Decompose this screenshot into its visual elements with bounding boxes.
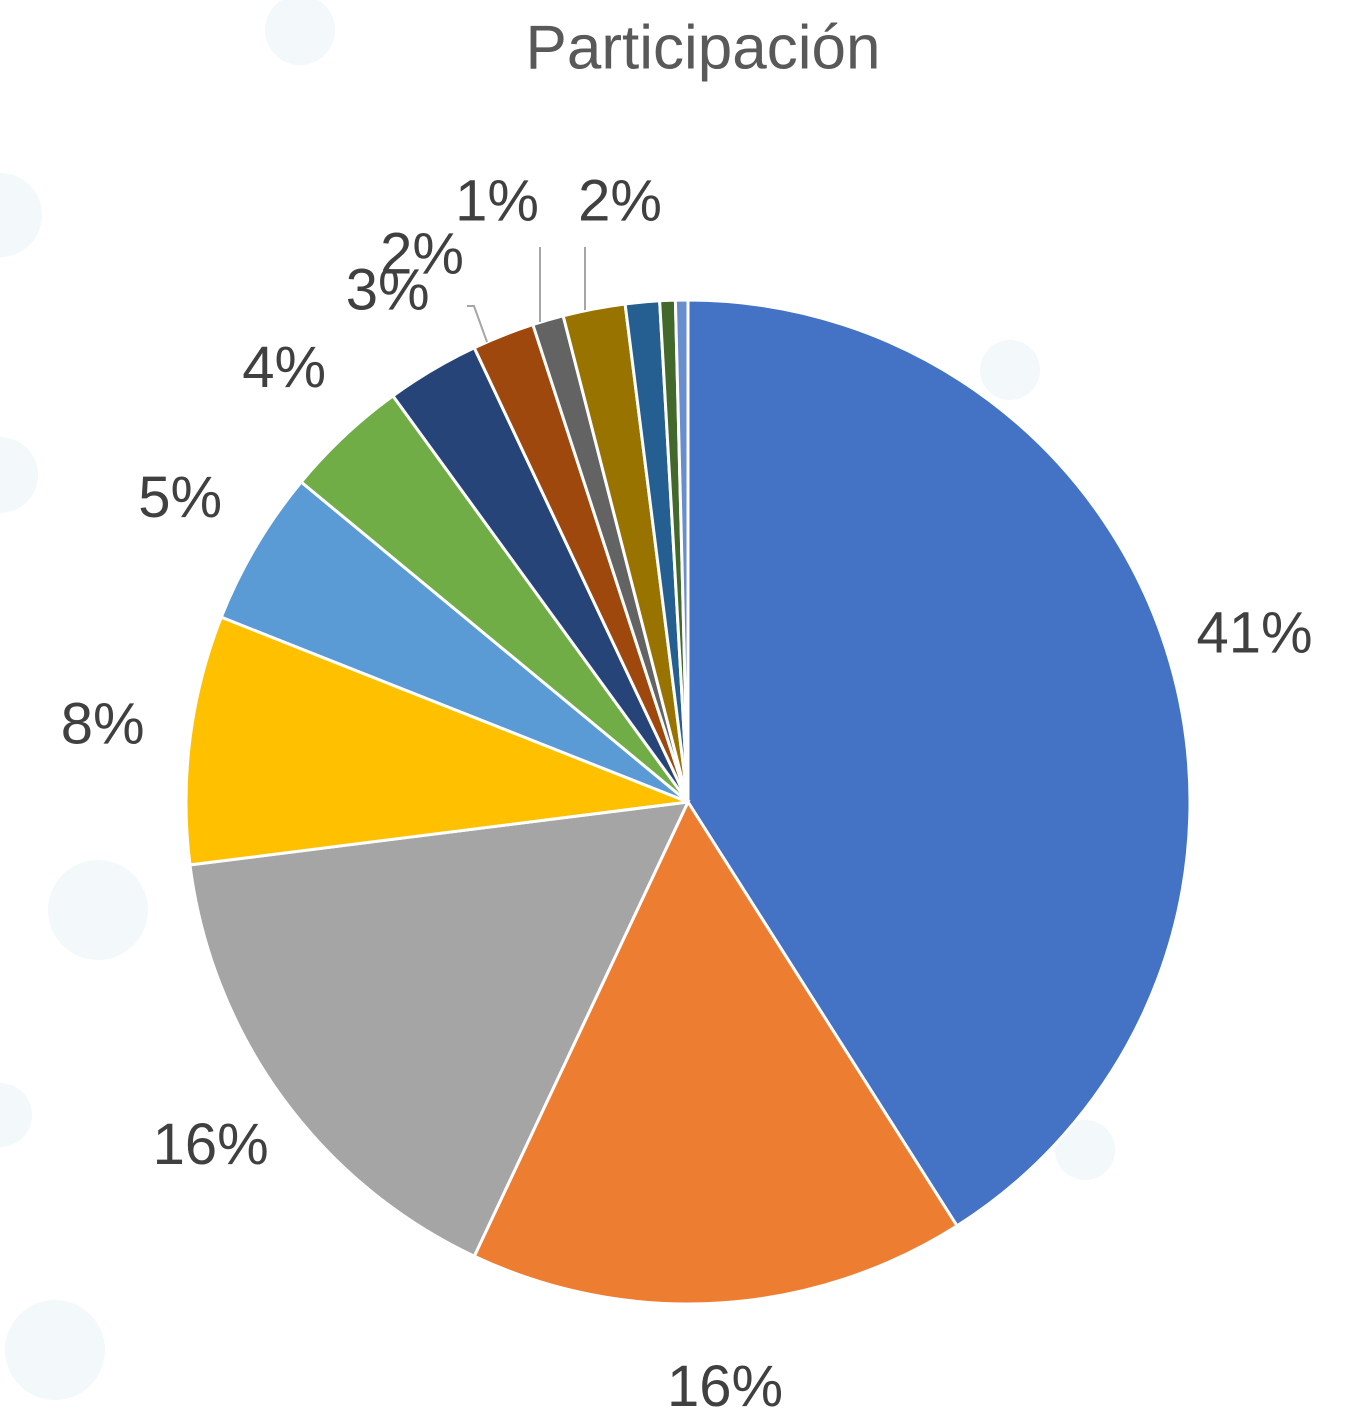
data-label: 3% bbox=[346, 257, 430, 322]
pie-slice bbox=[686, 298, 1192, 1228]
pie-slice bbox=[188, 800, 691, 1259]
data-label: 2% bbox=[578, 168, 662, 233]
data-label: 16% bbox=[153, 1112, 269, 1177]
data-label: 8% bbox=[61, 691, 145, 756]
data-label: 5% bbox=[138, 465, 222, 530]
data-label: 16% bbox=[667, 1354, 783, 1409]
data-label: 4% bbox=[242, 335, 326, 400]
pie-slice bbox=[184, 615, 689, 867]
data-label: 2% bbox=[380, 221, 464, 286]
data-label: 1% bbox=[455, 168, 539, 233]
background-decor bbox=[0, 0, 1115, 1400]
data-label: 41% bbox=[1197, 601, 1313, 666]
pie-slice bbox=[472, 798, 960, 1306]
pie-slice bbox=[219, 479, 689, 804]
leader-line bbox=[467, 305, 488, 343]
pie-slice bbox=[673, 298, 690, 803]
chart-title: Participación bbox=[526, 13, 881, 82]
